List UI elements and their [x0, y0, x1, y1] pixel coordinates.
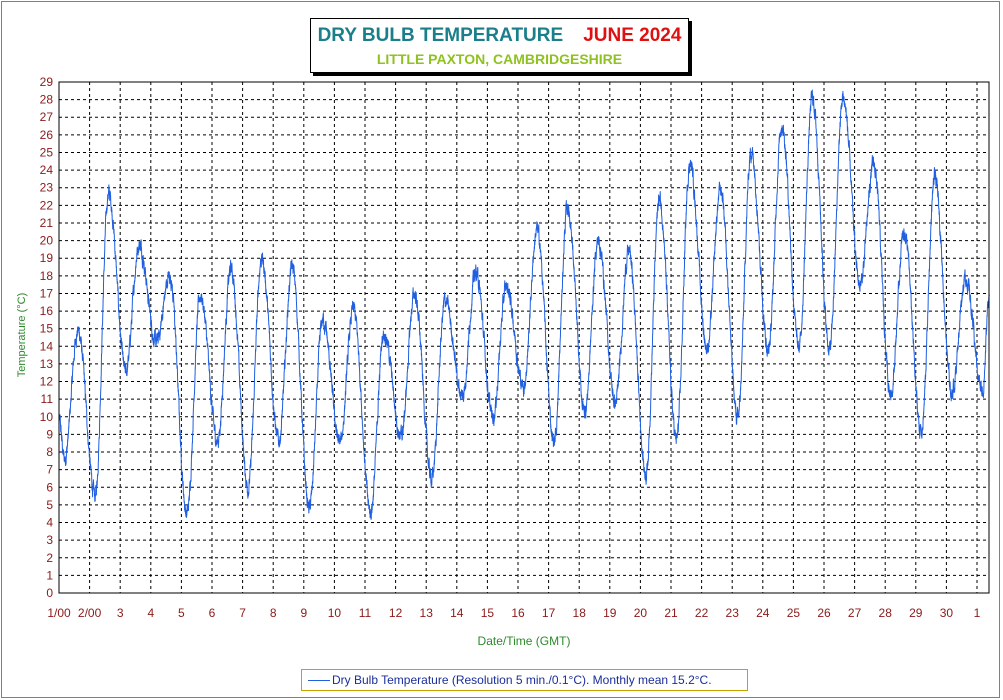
x-axis-title: Date/Time (GMT) — [477, 634, 571, 648]
y-tick-label: 29 — [40, 75, 54, 89]
series-layer — [58, 89, 990, 520]
y-tick-label: 15 — [40, 322, 54, 336]
y-tick-label: 14 — [40, 339, 54, 353]
x-tick-label: 19 — [603, 606, 617, 620]
y-tick-label: 8 — [46, 445, 53, 459]
x-tick-label: 20 — [634, 606, 648, 620]
y-tick-label: 25 — [40, 145, 54, 159]
x-tick-label: 14 — [450, 606, 464, 620]
x-tick-label: 13 — [420, 606, 434, 620]
x-tick-label: 23 — [726, 606, 740, 620]
title-line: DRY BULB TEMPERATURE JUNE 2024 — [311, 25, 688, 47]
x-tick-label: 17 — [542, 606, 556, 620]
y-tick-labels: 0123456789101112131415161718192021222324… — [40, 75, 54, 600]
x-tick-label: 1 — [974, 606, 981, 620]
x-tick-label: 7 — [239, 606, 246, 620]
x-tick-label: 6 — [209, 606, 216, 620]
y-tick-label: 19 — [40, 251, 54, 265]
x-tick-label: 18 — [573, 606, 587, 620]
plot-border — [58, 81, 990, 594]
y-tick-label: 16 — [40, 304, 54, 318]
chart-subtitle: LITTLE PAXTON, CAMBRIDGESHIRE — [376, 51, 623, 67]
y-tick-label: 2 — [46, 551, 53, 565]
x-tick-label: 12 — [389, 606, 403, 620]
x-tick-label: 16 — [511, 606, 525, 620]
y-axis-title: Temperature (°C) — [16, 292, 28, 378]
title-box: DRY BULB TEMPERATURE JUNE 2024 LITTLE PAX… — [310, 18, 689, 73]
x-tick-label: 24 — [756, 606, 770, 620]
y-tick-label: 3 — [46, 533, 53, 547]
y-tick-label: 18 — [40, 269, 54, 283]
y-tick-label: 12 — [40, 375, 54, 389]
y-tick-label: 22 — [40, 198, 54, 212]
x-tick-label: 21 — [664, 606, 678, 620]
legend: Dry Bulb Temperature (Resolution 5 min./… — [301, 669, 748, 691]
x-tick-label: 9 — [300, 606, 307, 620]
y-tick-label: 11 — [41, 392, 54, 406]
x-tick-label: 5 — [178, 606, 185, 620]
y-tick-label: 7 — [46, 463, 53, 477]
y-tick-label: 4 — [46, 516, 53, 530]
y-tick-label: 20 — [40, 234, 54, 248]
y-tick-label: 23 — [40, 181, 54, 195]
legend-swatch — [308, 680, 330, 681]
x-tick-label: 26 — [817, 606, 831, 620]
x-tick-label: 27 — [848, 606, 862, 620]
y-tick-label: 24 — [40, 163, 54, 177]
chart-title: DRY BULB TEMPERATURE — [317, 25, 564, 46]
x-tick-label: 2/00 — [78, 606, 102, 620]
y-tick-label: 6 — [46, 480, 53, 494]
x-tick-label: 30 — [940, 606, 954, 620]
y-tick-label: 26 — [40, 128, 54, 142]
y-tick-label: 21 — [40, 216, 54, 230]
y-tick-label: 28 — [40, 93, 54, 107]
y-tick-label: 27 — [40, 110, 54, 124]
y-tick-label: 13 — [40, 357, 54, 371]
x-tick-label: 22 — [695, 606, 709, 620]
series-line-dry-bulb — [58, 89, 990, 520]
x-tick-label: 25 — [787, 606, 801, 620]
x-tick-label: 3 — [117, 606, 124, 620]
x-tick-label: 11 — [359, 606, 372, 620]
y-tick-label: 10 — [40, 410, 54, 424]
legend-label: Dry Bulb Temperature (Resolution 5 min./… — [332, 673, 712, 687]
y-tick-label: 1 — [46, 568, 53, 582]
x-tick-label: 4 — [147, 606, 154, 620]
y-tick-label: 0 — [46, 586, 53, 600]
x-tick-label: 15 — [481, 606, 495, 620]
y-tick-label: 5 — [46, 498, 53, 512]
y-tick-label: 17 — [40, 286, 54, 300]
x-tick-label: 1/00 — [47, 606, 71, 620]
x-tick-label: 29 — [909, 606, 923, 620]
chart-month: JUNE 2024 — [583, 25, 682, 46]
x-tick-label: 8 — [270, 606, 277, 620]
x-tick-label: 10 — [328, 606, 342, 620]
x-tick-labels: 1/00 2/00 3 4 5 6 7 8 9 10 11 12 13 14 15 16 17 18 19 20 21 2… — [47, 606, 980, 620]
x-tick-label: 28 — [879, 606, 893, 620]
y-tick-label: 9 — [46, 427, 53, 441]
